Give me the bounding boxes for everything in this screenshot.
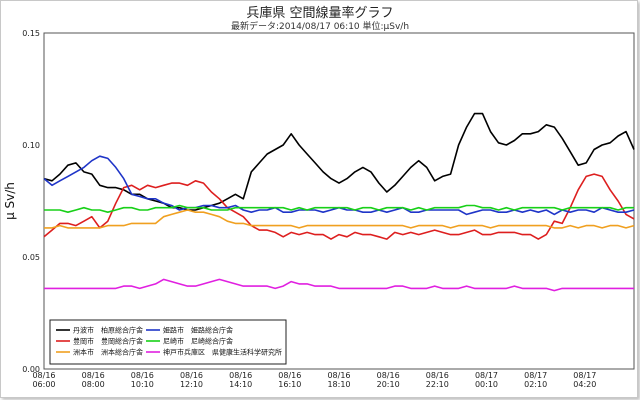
x-tick-time: 00:10	[475, 380, 498, 389]
x-tick-time: 08:00	[82, 380, 105, 389]
legend-label: 丹波市 柏原総合庁舎	[73, 326, 143, 335]
x-tick-time: 04:20	[573, 380, 596, 389]
legend-label: 豊岡市 豊岡総合庁舎	[73, 337, 143, 346]
axes: 0.000.050.100.1508/1606:0008/1608:0008/1…	[3, 29, 635, 389]
x-tick-time: 02:10	[524, 380, 547, 389]
series-lines	[43, 112, 635, 292]
plot-area	[43, 32, 635, 370]
chart-subtitle: 最新データ:2014/08/17 06:10 単位:μSv/h	[230, 22, 410, 32]
series-line-5	[44, 204, 634, 213]
legend-box	[49, 319, 287, 365]
series-line-2	[43, 173, 635, 240]
x-tick-time: 10:10	[131, 380, 154, 389]
x-tick-date: 08/16	[426, 371, 449, 380]
x-tick-date: 08/16	[278, 371, 301, 380]
y-tick-label: 0.00	[22, 365, 40, 374]
x-tick-date: 08/16	[131, 371, 154, 380]
y-tick-label: 0.10	[22, 141, 40, 150]
y-tick-label: 0.15	[22, 29, 40, 38]
x-tick-date: 08/17	[573, 371, 596, 380]
x-tick-time: 22:10	[426, 380, 449, 389]
x-tick-date: 08/17	[524, 371, 547, 380]
legend-label: 尼崎市 尼崎総合庁舎	[163, 337, 233, 346]
x-tick-time: 14:10	[229, 380, 252, 389]
x-tick-date: 08/16	[327, 371, 350, 380]
x-tick-time: 16:10	[278, 380, 301, 389]
series-line-6	[44, 278, 634, 292]
chart-title: 兵庫県 空間線量率グラフ	[246, 6, 394, 21]
x-tick-date: 08/16	[229, 371, 252, 380]
x-tick-time: 12:10	[180, 380, 203, 389]
y-tick-label: 0.05	[22, 253, 40, 262]
series-line-1	[43, 112, 635, 211]
legend-label: 洲本市 洲本総合庁舎	[73, 348, 143, 357]
series-line-3	[44, 209, 635, 229]
y-axis-label: μ Sv/h	[3, 182, 17, 220]
legend-label: 神戸市兵庫区 県健康生活科学研究所	[163, 348, 282, 357]
x-tick-date: 08/16	[32, 371, 55, 380]
x-tick-date: 08/16	[82, 371, 105, 380]
x-tick-date: 08/17	[475, 371, 498, 380]
x-tick-date: 08/16	[377, 371, 400, 380]
x-tick-time: 06:00	[32, 380, 55, 389]
x-tick-time: 18:10	[327, 380, 350, 389]
x-tick-time: 20:10	[377, 380, 400, 389]
legend-label: 姫路市 姫路総合庁舎	[163, 326, 233, 335]
x-tick-date: 08/16	[180, 371, 203, 380]
